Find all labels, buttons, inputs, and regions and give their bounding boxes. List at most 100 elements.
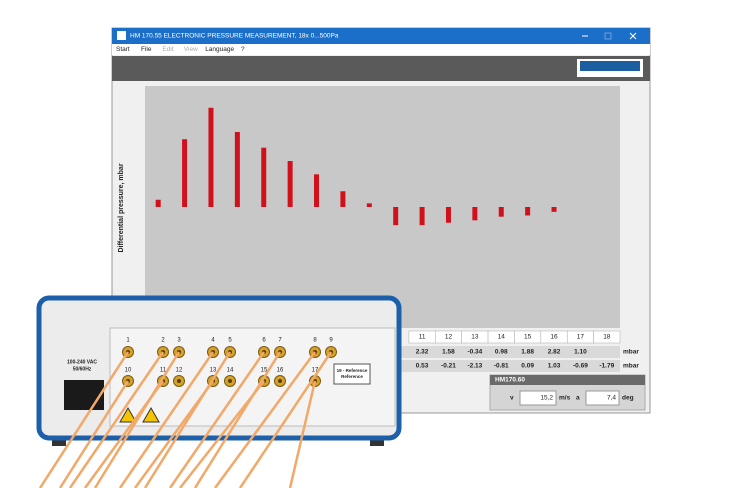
bar [551, 207, 557, 212]
menu-item[interactable]: ? [241, 46, 245, 53]
tube [38, 351, 130, 488]
tube [179, 380, 265, 488]
menu-item[interactable]: Start [116, 46, 130, 53]
bar [155, 199, 161, 207]
port-label: 10 [125, 368, 132, 374]
a-label: a [576, 395, 580, 402]
port-hole [228, 379, 232, 383]
port-label: 11 [160, 368, 167, 374]
value-cell: -0.81 [494, 363, 509, 370]
bar [393, 207, 399, 226]
header-cell [593, 330, 621, 344]
bar [208, 107, 214, 207]
y-axis-label: Differential pressure, mbar [118, 163, 125, 252]
menu-item[interactable]: Edit [162, 46, 173, 53]
port-label: 15 [261, 368, 268, 374]
menu-item[interactable]: View [184, 46, 198, 53]
port-label: 8 [313, 338, 317, 344]
value-cell: 1.88 [521, 349, 534, 356]
warning-icon [119, 406, 160, 423]
value-cell: 1.10 [574, 349, 587, 356]
app-window: HM 170.55 ELECTRONIC PRESSURE MEASUREMEN… [111, 27, 651, 414]
port-label: 16 [277, 368, 284, 374]
value-cell: -0.21 [441, 363, 456, 370]
value-cell: 0.09 [521, 363, 534, 370]
tube [143, 351, 232, 488]
device: 100-240 VAC 50/60Hz 19 - Reference Refer… [36, 295, 402, 488]
bar [419, 207, 425, 226]
bar [287, 161, 293, 207]
tube [193, 351, 282, 488]
port-label: 17 [312, 368, 319, 374]
header-label: 17 [577, 334, 585, 341]
bar [340, 191, 346, 207]
header-label: 13 [471, 334, 479, 341]
tube [118, 351, 215, 488]
header-band [112, 56, 650, 81]
tube [168, 351, 266, 488]
menu-item[interactable]: File [141, 46, 152, 53]
bar [445, 207, 451, 223]
a-field [585, 390, 620, 406]
port-label: 14 [227, 368, 234, 374]
bar [366, 203, 372, 207]
unit-label: mbar [623, 363, 639, 370]
port-label: 9 [329, 338, 333, 344]
menu-bar [112, 44, 650, 55]
app-icon [117, 31, 126, 40]
tube [133, 380, 215, 488]
value-cell: -0.34 [467, 349, 482, 356]
header-label: 15 [524, 334, 532, 341]
menu-item[interactable]: Language [205, 46, 234, 53]
tube [58, 380, 130, 488]
port-label: 1 [126, 338, 130, 344]
title-bar [112, 28, 650, 44]
maximize-button[interactable] [604, 32, 612, 40]
logo-mark [580, 61, 640, 71]
tube [238, 351, 333, 488]
header-label: 12 [445, 334, 453, 341]
panel-title: HM170.60 [495, 377, 525, 384]
close-button[interactable] [629, 32, 637, 40]
tube [83, 380, 165, 488]
panel-header [490, 375, 645, 385]
value-cell: 1.58 [442, 349, 455, 356]
reference-box [333, 363, 371, 385]
bar [498, 207, 504, 217]
bar [182, 139, 188, 207]
value-cell: -0.69 [573, 363, 588, 370]
port-hole [177, 379, 181, 383]
power-label: 50/60Hz [73, 366, 92, 372]
tube [93, 351, 181, 488]
row-bg [388, 346, 620, 358]
bar [525, 207, 531, 216]
power-socket [64, 380, 104, 410]
tubes [38, 351, 333, 488]
plot-area [145, 86, 620, 328]
tube [68, 351, 165, 488]
header-label: 14 [498, 334, 506, 341]
power-label: 100-240 VAC [67, 359, 97, 365]
v-field [519, 390, 557, 406]
value-cell: 2.82 [548, 349, 561, 356]
bar [314, 174, 320, 207]
v-value: 15,2 [540, 395, 553, 402]
port-label: 7 [278, 338, 282, 344]
window-title: HM 170.55 ELECTRONIC PRESSURE MEASUREMEN… [130, 33, 339, 40]
port-label: 4 [211, 338, 215, 344]
value-cell: -2.13 [467, 363, 482, 370]
port-label: 2 [161, 338, 165, 344]
tube [213, 351, 317, 488]
v-label: v [510, 395, 514, 402]
reference-label: Reference [341, 374, 363, 379]
reference-label: 19 - Reference [337, 368, 368, 373]
a-value: 7,4 [607, 395, 616, 402]
value-cell: 0.98 [495, 349, 508, 356]
bar [261, 147, 267, 207]
value-cell: 2.32 [416, 349, 429, 356]
port-hole [278, 379, 282, 383]
port-label: 6 [262, 338, 266, 344]
v-unit: m/s [559, 395, 571, 402]
